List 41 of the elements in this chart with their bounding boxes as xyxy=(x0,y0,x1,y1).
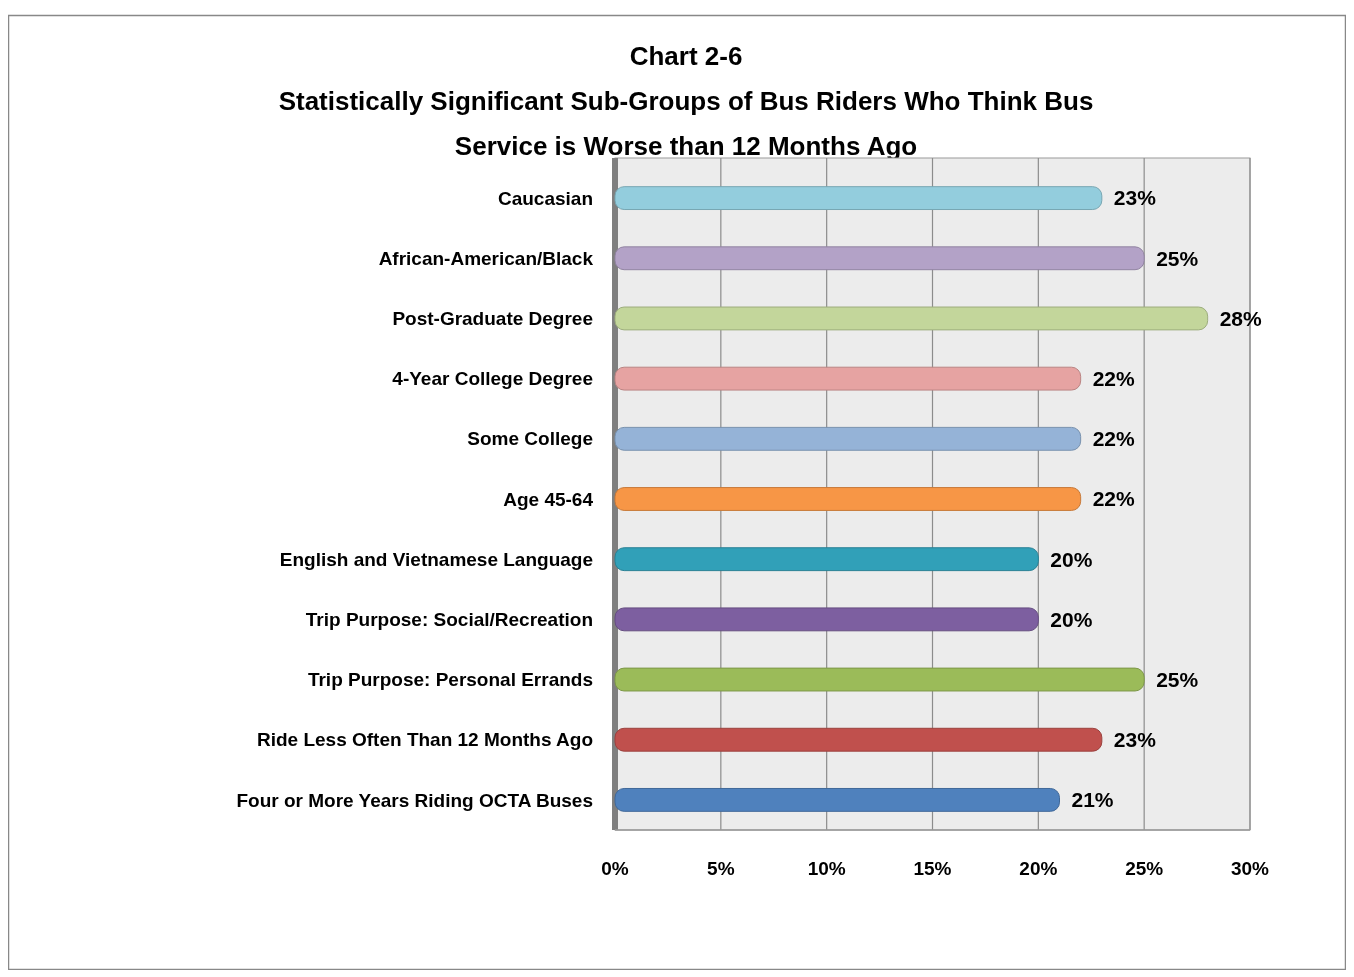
y-tick-label: Trip Purpose: Personal Errands xyxy=(307,669,593,691)
data-label: 21% xyxy=(1071,788,1114,812)
x-tick-label: 10% xyxy=(807,858,846,879)
bar xyxy=(614,607,1039,632)
data-label: 22% xyxy=(1092,427,1136,451)
y-tick-label: Caucasian xyxy=(497,187,593,209)
bar xyxy=(614,306,1209,331)
bar xyxy=(614,246,1145,271)
bar xyxy=(614,667,1145,692)
data-label: 25% xyxy=(1156,246,1199,270)
x-tick-label: 25% xyxy=(1125,858,1164,879)
y-tick-label: Some College xyxy=(467,428,593,450)
x-tick-label: 0% xyxy=(601,858,629,879)
y-tick-label: Age 45-64 xyxy=(503,488,594,510)
y-tick-label: Post-Graduate Degree xyxy=(392,308,593,330)
y-tick-label: Trip Purpose: Social/Recreation xyxy=(305,609,593,631)
y-tick-label: 4-Year College Degree xyxy=(392,368,593,390)
bar xyxy=(614,547,1039,572)
bar xyxy=(614,787,1060,812)
x-tick-label: 5% xyxy=(707,858,735,879)
bar xyxy=(614,727,1103,752)
bar xyxy=(614,366,1082,391)
x-tick-label: 30% xyxy=(1230,858,1270,879)
data-label: 25% xyxy=(1156,667,1199,691)
y-tick-label: Ride Less Often Than 12 Months Ago xyxy=(256,729,593,751)
x-tick-label: 15% xyxy=(913,858,952,879)
y-tick-label: English and Vietnamese Language xyxy=(279,548,593,570)
y-tick-label: Four or More Years Riding OCTA Buses xyxy=(236,789,593,811)
data-label: 22% xyxy=(1092,366,1136,390)
data-label: 28% xyxy=(1219,306,1263,330)
data-label: 23% xyxy=(1113,186,1157,210)
data-label: 23% xyxy=(1113,728,1157,752)
x-tick-label: 20% xyxy=(1019,858,1058,879)
chart-title: Chart 2-6 Statistically Significant Sub-Groups of Bus Riders Who Think Bus Service is Worse than 12 Months Ago xyxy=(278,41,1094,161)
data-label: 20% xyxy=(1050,547,1093,571)
data-label: 20% xyxy=(1050,607,1093,631)
bar xyxy=(614,487,1082,511)
data-label: 22% xyxy=(1092,487,1136,511)
bar xyxy=(614,426,1082,451)
bar xyxy=(614,186,1103,211)
y-tick-label: African-American/Black xyxy=(378,247,594,269)
